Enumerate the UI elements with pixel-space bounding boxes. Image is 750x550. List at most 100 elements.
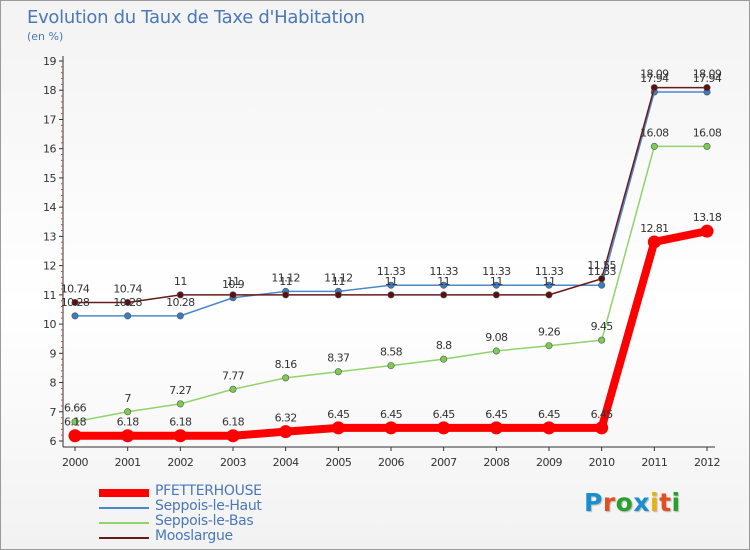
y-tick-label: 16 [43,143,56,156]
y-tick-label: 9 [50,347,57,360]
axes: 6 7 8 9 10 11 12 13 14 15 16 17 18 19 2000 2001 2002 2003… [43,55,721,469]
data-point [703,84,711,92]
data-label: 6.45 [485,408,508,421]
data-point [71,298,79,306]
data-point [71,418,79,426]
data-point [598,275,606,283]
legend-swatch [99,489,149,497]
y-tick-label: 11 [43,289,56,302]
data-label: 7.77 [222,369,245,382]
x-tick-label: 2005 [325,456,351,469]
data-label: 6.18 [222,416,245,429]
data-label: 10.28 [166,296,195,309]
chart-subtitle: (en %) [27,30,64,43]
data-label: 6.45 [433,408,456,421]
chart-title: Evolution du Taux de Taxe d'Habitation [27,7,365,28]
data-point [121,429,135,443]
y-tick-label: 10 [43,318,56,331]
data-point [331,421,345,435]
data-label: 11.33 [377,265,406,278]
data-label: 9.45 [591,320,614,333]
y-tick-label: 6 [50,435,57,448]
data-label: 8.16 [275,358,298,371]
data-label: 11.12 [271,271,300,284]
data-label: 10.28 [113,296,142,309]
data-label: 6.32 [275,412,297,425]
data-label: 11 [279,275,292,288]
x-tick-label: 2001 [115,456,141,469]
data-point [647,235,661,249]
y-tick-label: 17 [43,113,56,126]
data-point [334,368,342,376]
data-point [545,281,553,289]
data-label: 10.9 [222,278,245,291]
data-point [173,429,187,443]
data-label: 6.45 [327,408,350,421]
legend-swatch [99,522,149,524]
data-point [440,291,448,299]
data-label: 13.18 [693,211,722,224]
data-label: 11.33 [587,265,616,278]
data-label: 9.08 [485,331,508,344]
data-label: 9.26 [538,326,561,339]
data-label: 6.66 [64,402,87,415]
y-tick-label: 13 [43,230,56,243]
data-point [489,421,503,435]
data-label: 6.18 [169,416,192,429]
series-layer [68,84,714,443]
y-tick-label: 12 [43,260,56,273]
data-label: 6.45 [380,408,403,421]
data-label: 11 [332,275,345,288]
data-point [598,336,606,344]
data-label: 8.37 [327,352,350,365]
data-point [492,281,500,289]
data-point [492,347,500,355]
data-point [124,312,132,320]
data-point [71,312,79,320]
data-label: 17.94 [640,72,669,85]
x-tick-label: 2004 [273,456,299,469]
data-point [437,421,451,435]
x-tick-label: 2006 [378,456,404,469]
data-label: 18.09 [640,68,669,81]
data-point [334,291,342,299]
data-point [598,281,606,289]
y-tick-label: 8 [50,377,57,390]
data-point [440,281,448,289]
data-point [595,421,609,435]
x-tick-label: 2012 [694,456,720,469]
data-point [650,84,658,92]
data-label: 11 [174,275,187,288]
y-tick-label: 19 [43,55,56,68]
data-label: 11 [543,275,556,288]
data-label: 11 [490,275,503,288]
data-point [440,355,448,363]
data-label: 7.27 [169,384,192,397]
x-tick-label: 2002 [167,456,193,469]
data-point [545,342,553,350]
data-point [176,291,184,299]
legend-label: Mooslargue [155,528,233,544]
data-point [542,421,556,435]
data-label: 6.45 [538,408,561,421]
data-label: 12.81 [640,222,669,235]
data-point [124,298,132,306]
data-label: 10.28 [61,296,90,309]
data-point [176,312,184,320]
data-point [68,429,82,443]
data-point [229,385,237,393]
legend-label: PFETTERHOUSE [155,483,262,499]
data-label: 6.45 [591,408,614,421]
data-label: 11 [437,275,450,288]
data-point [282,374,290,382]
y-tick-label: 15 [43,172,56,185]
legend-label: Seppois-le-Bas [155,513,254,529]
data-label: 11.33 [482,265,511,278]
data-label: 7 [124,392,131,405]
data-point [387,362,395,370]
x-tick-label: 2010 [589,456,615,469]
data-point [387,281,395,289]
y-tick-label: 7 [50,406,57,419]
data-label: 17.94 [693,72,722,85]
